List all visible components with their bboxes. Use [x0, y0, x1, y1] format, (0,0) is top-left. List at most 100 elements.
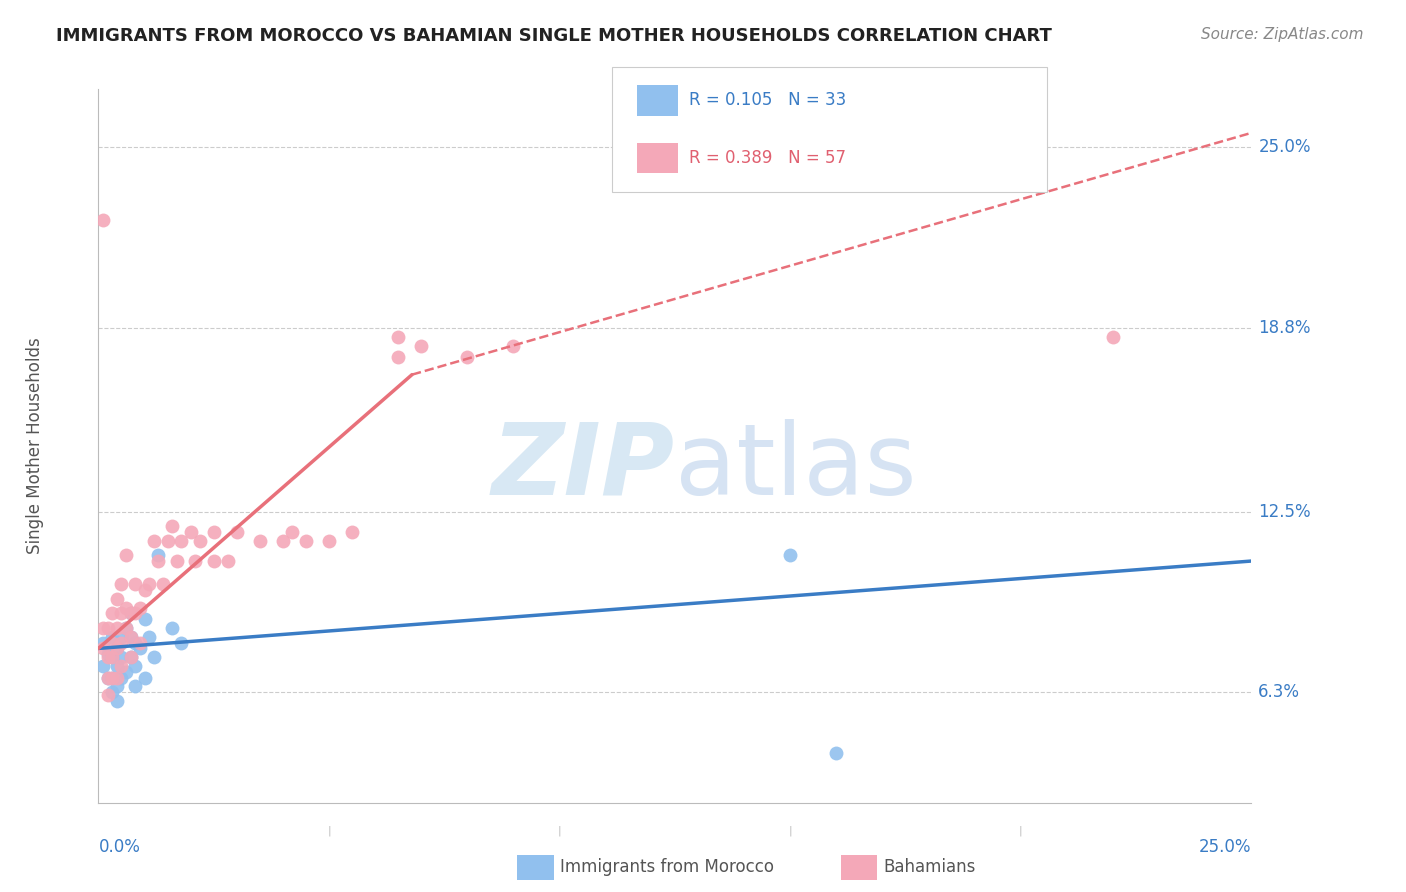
Point	[124, 577, 146, 591]
Point	[115, 621, 138, 635]
Point	[97, 650, 120, 665]
Point	[142, 650, 165, 665]
Text: Single Mother Households: Single Mother Households	[27, 338, 44, 554]
Point	[295, 533, 318, 548]
Point	[456, 350, 478, 364]
Point	[120, 650, 142, 665]
Point	[120, 630, 142, 644]
Point	[318, 533, 340, 548]
Point	[97, 621, 120, 635]
Point	[124, 635, 146, 649]
Text: 6.3%: 6.3%	[1258, 683, 1301, 701]
Text: Source: ZipAtlas.com: Source: ZipAtlas.com	[1201, 27, 1364, 42]
Point	[120, 607, 142, 621]
Point	[502, 338, 524, 352]
Text: atlas: atlas	[675, 419, 917, 516]
Point	[101, 671, 124, 685]
Point	[825, 746, 848, 760]
Point	[124, 659, 146, 673]
Text: ZIP: ZIP	[492, 419, 675, 516]
Point	[170, 635, 193, 649]
Point	[120, 650, 142, 665]
Point	[110, 630, 132, 644]
Point	[120, 630, 142, 644]
Point	[115, 548, 138, 562]
Point	[134, 612, 156, 626]
Point	[105, 659, 128, 673]
Point	[142, 533, 165, 548]
Point	[91, 659, 114, 673]
Point	[101, 650, 124, 665]
Text: |: |	[558, 825, 561, 836]
Text: |: |	[789, 825, 792, 836]
Point	[148, 554, 170, 568]
Text: 25.0%: 25.0%	[1199, 838, 1251, 856]
Point	[281, 524, 304, 539]
Point	[124, 679, 146, 693]
Point	[184, 554, 207, 568]
Point	[101, 630, 124, 644]
Point	[115, 665, 138, 679]
Text: 25.0%: 25.0%	[1258, 138, 1310, 156]
Point	[180, 524, 202, 539]
Point	[129, 600, 152, 615]
Point	[387, 330, 409, 344]
Point	[110, 635, 132, 649]
Point	[170, 533, 193, 548]
Point	[249, 533, 271, 548]
Point	[129, 641, 152, 656]
Point	[160, 519, 183, 533]
Point	[97, 671, 120, 685]
Point	[120, 607, 142, 621]
Point	[411, 338, 433, 352]
Point	[110, 577, 132, 591]
Point	[110, 650, 132, 665]
Point	[188, 533, 211, 548]
Text: R = 0.105   N = 33: R = 0.105 N = 33	[689, 91, 846, 110]
Point	[110, 607, 132, 621]
Point	[91, 621, 114, 635]
Text: |: |	[328, 825, 330, 836]
Point	[166, 554, 188, 568]
Point	[156, 533, 179, 548]
Text: 18.8%: 18.8%	[1258, 319, 1310, 337]
Point	[779, 548, 801, 562]
Point	[110, 659, 132, 673]
Point	[124, 607, 146, 621]
Point	[134, 671, 156, 685]
Point	[148, 548, 170, 562]
Point	[105, 694, 128, 708]
Point	[105, 671, 128, 685]
Text: 0.0%: 0.0%	[98, 838, 141, 856]
Point	[105, 679, 128, 693]
Point	[101, 685, 124, 699]
Point	[91, 641, 114, 656]
Point	[160, 621, 183, 635]
Point	[101, 671, 124, 685]
Point	[115, 621, 138, 635]
Text: Bahamians: Bahamians	[883, 858, 976, 876]
Point	[138, 630, 160, 644]
Text: R = 0.389   N = 57: R = 0.389 N = 57	[689, 149, 846, 168]
Point	[340, 524, 363, 539]
Point	[202, 524, 225, 539]
Point	[101, 650, 124, 665]
Point	[115, 600, 138, 615]
Point	[152, 577, 174, 591]
Text: |: |	[1019, 825, 1022, 836]
Point	[105, 641, 128, 656]
Point	[225, 524, 247, 539]
Point	[217, 554, 239, 568]
Point	[101, 635, 124, 649]
Point	[134, 583, 156, 598]
Text: IMMIGRANTS FROM MOROCCO VS BAHAMIAN SINGLE MOTHER HOUSEHOLDS CORRELATION CHART: IMMIGRANTS FROM MOROCCO VS BAHAMIAN SING…	[56, 27, 1052, 45]
Point	[387, 350, 409, 364]
Point	[105, 621, 128, 635]
Text: Immigrants from Morocco: Immigrants from Morocco	[560, 858, 773, 876]
Point	[105, 641, 128, 656]
Point	[271, 533, 294, 548]
Point	[91, 635, 114, 649]
Point	[110, 671, 132, 685]
Point	[138, 577, 160, 591]
Point	[97, 671, 120, 685]
